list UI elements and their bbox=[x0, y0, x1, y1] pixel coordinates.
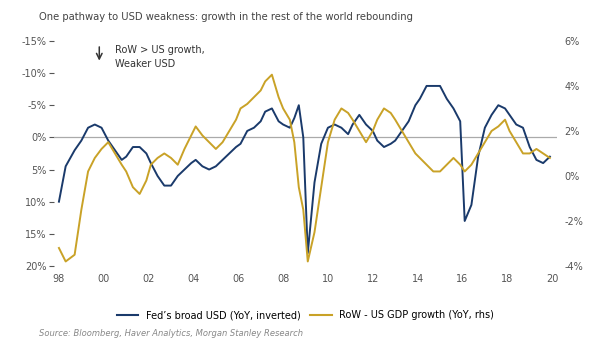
Legend: Fed’s broad USD (YoY, inverted), RoW - US GDP growth (YoY, rhs): Fed’s broad USD (YoY, inverted), RoW - U… bbox=[113, 306, 499, 324]
Text: Source: Bloomberg, Haver Analytics, Morgan Stanley Research: Source: Bloomberg, Haver Analytics, Morg… bbox=[39, 329, 303, 338]
Text: One pathway to USD weakness: growth in the rest of the world rebounding: One pathway to USD weakness: growth in t… bbox=[39, 12, 413, 22]
Text: RoW > US growth,
Weaker USD: RoW > US growth, Weaker USD bbox=[115, 45, 204, 69]
